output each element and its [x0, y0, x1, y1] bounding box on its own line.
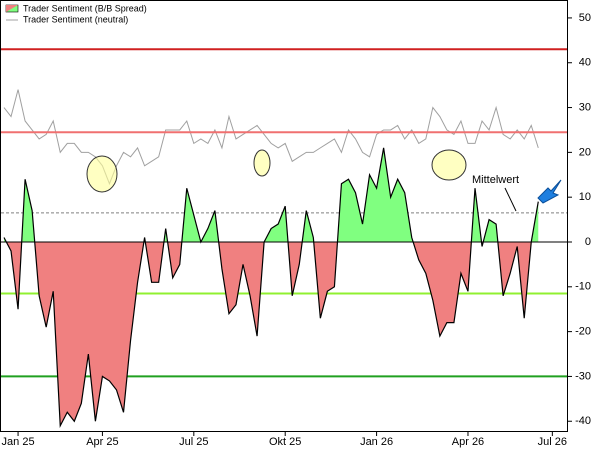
spread-line — [3, 147, 539, 428]
annotation: Mittelwert — [472, 174, 519, 186]
legend-label: Trader Sentiment (neutral) — [23, 14, 128, 24]
highlight-ellipse — [86, 155, 118, 193]
x-tick-label: Jan 25 — [2, 436, 35, 448]
legend: Trader Sentiment (B/B Spread) Trader Sen… — [5, 3, 147, 24]
area-positive — [4, 147, 539, 242]
y-tick-label: 20 — [579, 146, 591, 158]
x-tick-label: Apr 26 — [452, 436, 484, 448]
legend-swatch — [6, 5, 18, 12]
x-tick-label: Okt 25 — [269, 436, 301, 448]
annotation-pointer — [504, 187, 517, 212]
y-tick-label: 0 — [585, 236, 591, 248]
y-tick-label: 40 — [579, 57, 591, 69]
y-tick-label: -40 — [575, 415, 591, 427]
x-tick-label: Jan 26 — [360, 436, 393, 448]
y-tick-label: 50 — [579, 12, 591, 24]
blue-arrow — [537, 179, 562, 204]
x-tick-label: Jul 25 — [179, 436, 208, 448]
y-tick-label: 30 — [579, 101, 591, 113]
highlights — [86, 149, 467, 193]
y-tick-label: -20 — [575, 326, 591, 338]
y-tick-label: -30 — [575, 370, 591, 382]
legend-label: Trader Sentiment (B/B Spread) — [23, 3, 147, 13]
highlight-ellipse — [431, 149, 467, 181]
y-tick-label: -10 — [575, 281, 591, 293]
x-tick-label: Jul 26 — [538, 436, 567, 448]
area-negative — [4, 241, 539, 426]
y-tick-label: 10 — [579, 191, 591, 203]
x-tick-label: Apr 25 — [86, 436, 118, 448]
highlight-ellipse — [253, 149, 271, 177]
